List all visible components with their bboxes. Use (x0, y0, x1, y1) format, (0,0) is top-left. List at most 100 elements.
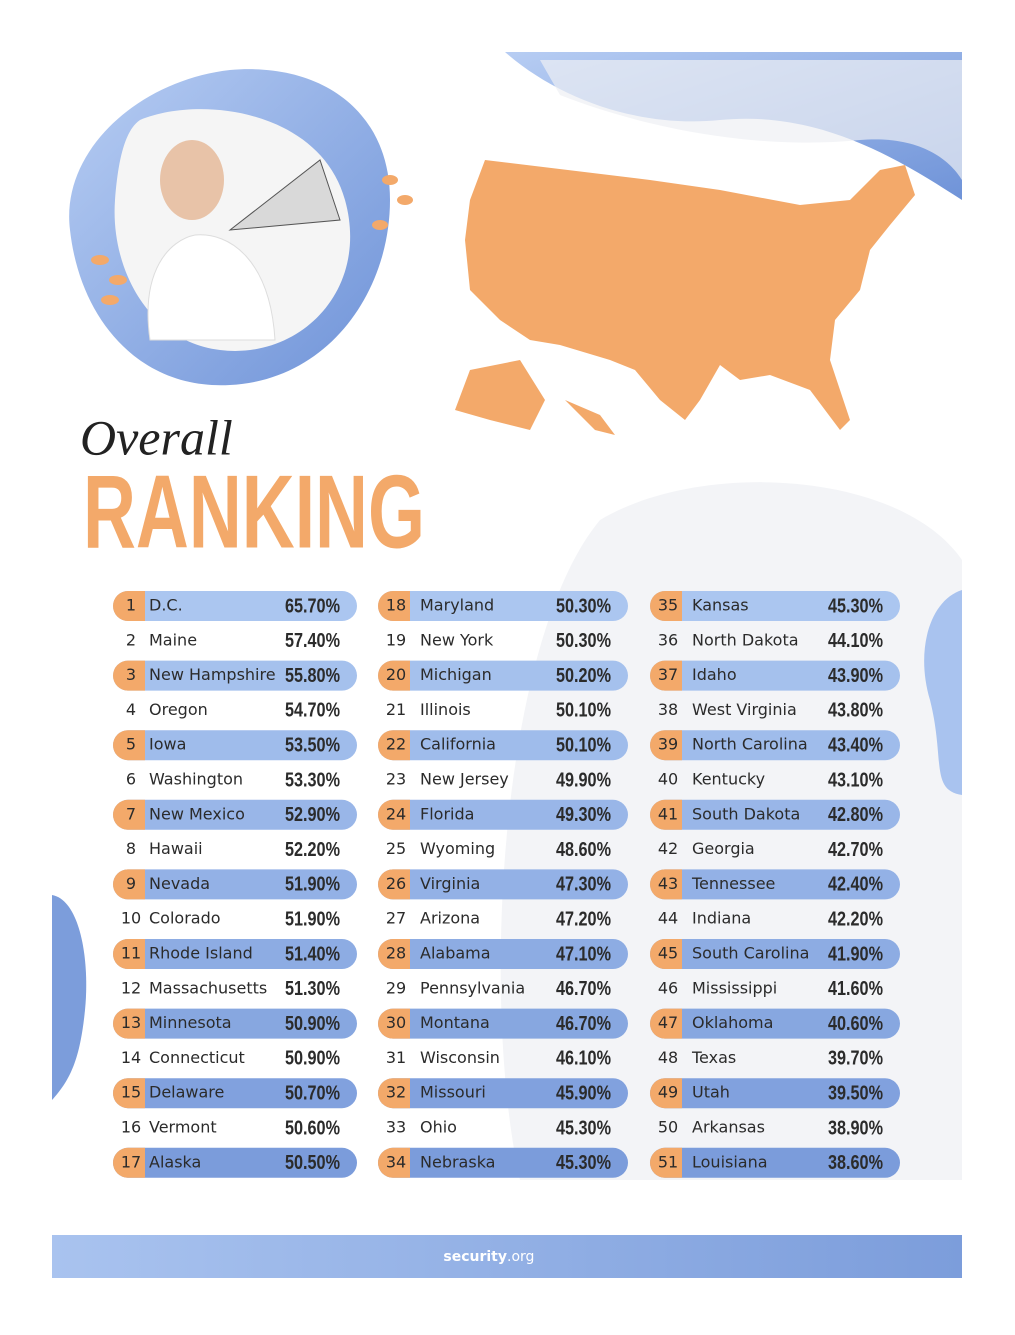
score: 50.50% (285, 1152, 340, 1174)
rank: 37 (658, 665, 678, 684)
row-pill (113, 660, 357, 691)
state-name: Delaware (149, 1083, 224, 1102)
rank: 23 (386, 770, 406, 789)
state-name: Montana (420, 1013, 490, 1032)
score: 51.30% (285, 978, 340, 1000)
rank: 49 (658, 1083, 678, 1102)
rank-badge (650, 799, 682, 830)
rank: 10 (121, 909, 141, 928)
score: 45.30% (556, 1117, 611, 1139)
state-name: Oklahoma (692, 1013, 773, 1032)
rank-badge (650, 1008, 682, 1039)
score: 49.90% (556, 769, 611, 791)
rank-badge (378, 869, 410, 900)
score: 50.70% (285, 1082, 340, 1104)
state-name: Colorado (149, 909, 221, 928)
grey-blob (500, 482, 962, 1181)
rank-badge (113, 1147, 145, 1178)
state-name: Texas (691, 1048, 736, 1067)
row-pill (113, 799, 357, 830)
rank: 16 (121, 1118, 141, 1137)
state-name: North Carolina (692, 735, 808, 754)
rank-badge (378, 939, 410, 969)
row-pill (113, 1008, 357, 1039)
rank: 24 (386, 804, 406, 823)
rank: 47 (658, 1013, 678, 1032)
row-pill (378, 1008, 628, 1039)
state-name: Oregon (149, 700, 208, 719)
state-name: Arkansas (692, 1118, 765, 1137)
state-name: Michigan (420, 665, 492, 684)
score: 50.20% (556, 665, 611, 687)
rank-badge (650, 1147, 682, 1178)
score: 43.90% (828, 665, 883, 687)
rank-badge (650, 660, 682, 691)
state-name: New York (420, 630, 494, 649)
score: 50.10% (556, 734, 611, 756)
score: 43.10% (828, 769, 883, 791)
rank-badge (650, 869, 682, 900)
score: 42.20% (828, 908, 883, 930)
rank: 35 (658, 596, 678, 615)
rank: 46 (658, 978, 678, 997)
row-pill (650, 591, 900, 621)
score: 46.70% (556, 978, 611, 1000)
rank-badge (378, 1147, 410, 1178)
rank: 38 (658, 700, 678, 719)
state-name: Alabama (420, 944, 491, 963)
rank: 42 (658, 839, 678, 858)
score: 46.70% (556, 1013, 611, 1035)
rank: 31 (386, 1048, 406, 1067)
score: 55.80% (285, 665, 340, 687)
state-name: Alaska (149, 1152, 201, 1171)
state-name: Nevada (149, 874, 210, 893)
state-name: Minnesota (149, 1013, 232, 1032)
megaphone (228, 159, 341, 231)
score: 50.90% (285, 1048, 340, 1070)
rank: 39 (658, 735, 678, 754)
rank-badge (113, 939, 145, 969)
side-blob (924, 590, 962, 795)
rank: 18 (386, 596, 406, 615)
rank: 48 (658, 1048, 678, 1067)
score: 52.20% (285, 839, 340, 861)
rank: 3 (126, 665, 136, 684)
rank: 8 (126, 839, 136, 858)
state-name: Wyoming (420, 839, 495, 858)
state-name: Missouri (420, 1083, 486, 1102)
rank-badge (650, 1078, 682, 1109)
rank: 30 (386, 1013, 406, 1032)
row-pill (650, 1078, 900, 1109)
title-line1: Overall (80, 409, 233, 465)
score: 53.30% (285, 769, 340, 791)
footer-suffix: .org (507, 1249, 534, 1265)
rank-badge (113, 869, 145, 900)
row-pill (650, 939, 900, 969)
score: 54.70% (285, 700, 340, 722)
state-name: Connecticut (149, 1048, 245, 1067)
state-name: Illinois (420, 700, 471, 719)
score: 50.90% (285, 1013, 340, 1035)
rank: 6 (126, 770, 136, 789)
title-line2: RANKING (83, 454, 425, 570)
ranking-table: 1 D.C. 65.70% 2 Maine 57.40% 3 New Hampshire 55.… (113, 591, 900, 1178)
state-name: Nebraska (420, 1152, 495, 1171)
state-name: South Dakota (692, 804, 800, 823)
rank-badge (650, 591, 682, 621)
rank: 13 (121, 1013, 141, 1032)
rank: 41 (658, 804, 678, 823)
grey-blob (540, 60, 962, 180)
state-name: Indiana (692, 909, 751, 928)
state-name: Tennessee (691, 874, 775, 893)
row-pill (113, 1078, 357, 1109)
score: 45.30% (556, 1152, 611, 1174)
rank: 26 (386, 874, 406, 893)
row-pill (378, 730, 628, 761)
side-blob (52, 895, 87, 1100)
state-name: Ohio (420, 1118, 457, 1137)
row-pill (650, 1147, 900, 1178)
rank-badge (378, 660, 410, 691)
rank-badge (113, 591, 145, 621)
state-name: Washington (149, 770, 243, 789)
rank: 14 (121, 1048, 141, 1067)
